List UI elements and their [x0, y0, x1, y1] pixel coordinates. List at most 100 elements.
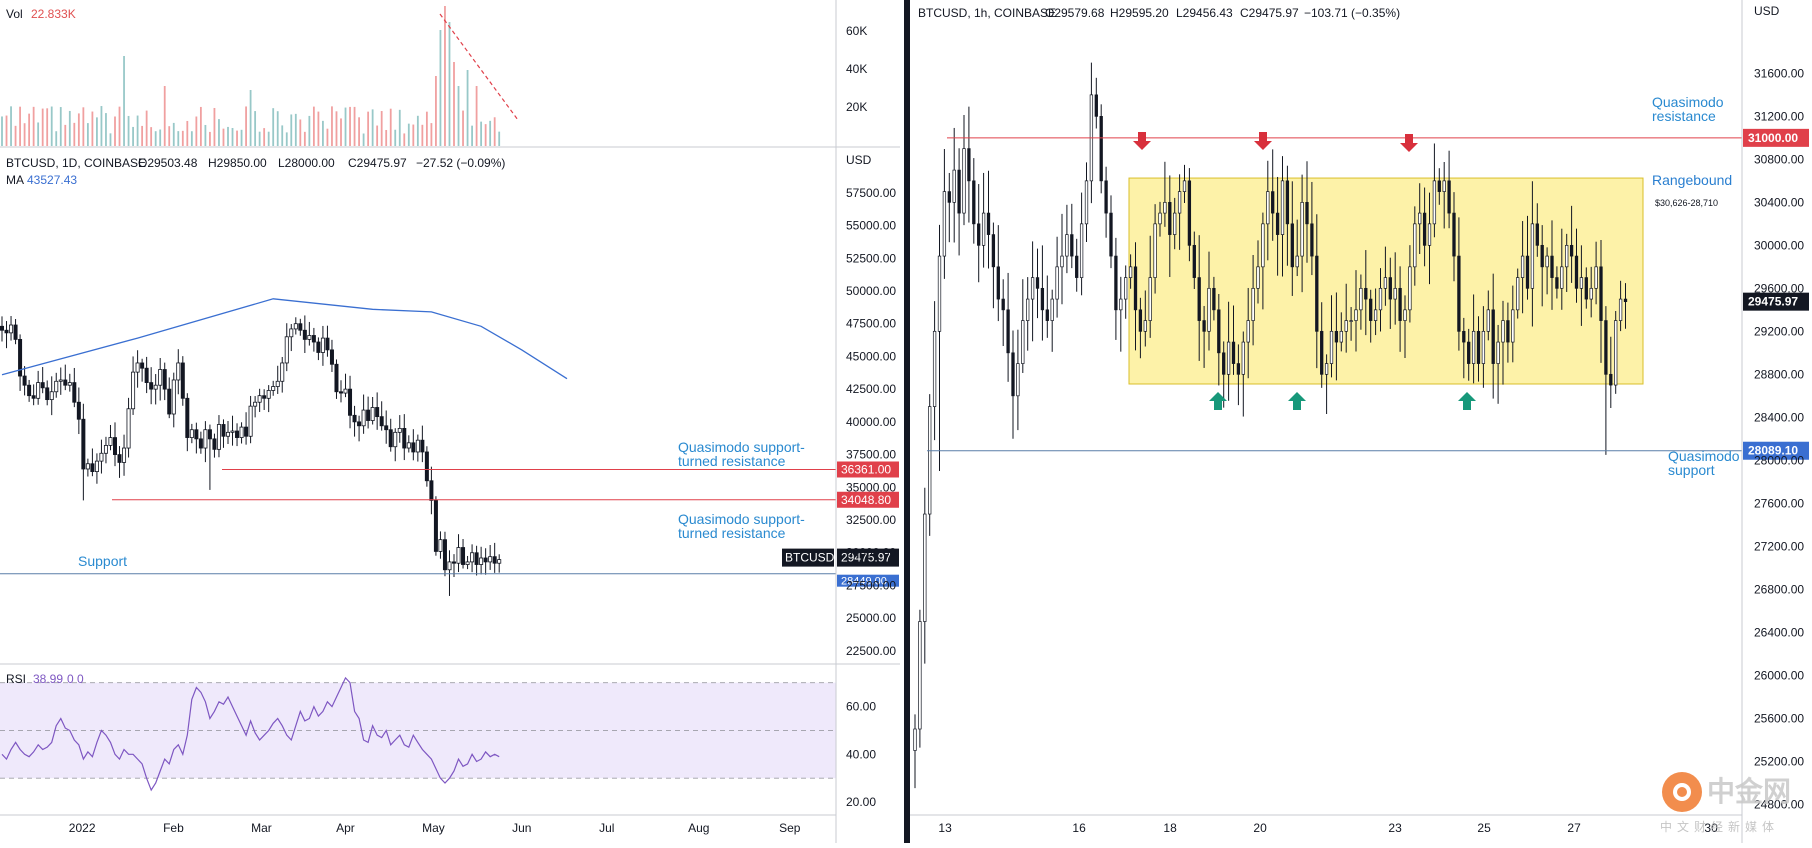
- rsi-y-tick: 60.00: [846, 700, 876, 714]
- hourly-candle: [1222, 352, 1226, 375]
- daily-candle: [180, 362, 185, 399]
- daily-candle: [117, 454, 122, 463]
- daily-candle: [465, 561, 470, 565]
- daily-candle: [9, 324, 14, 334]
- daily-candle: [212, 438, 217, 450]
- daily-candle: [338, 391, 343, 394]
- daily-candle: [149, 382, 154, 390]
- hourly-candle: [1290, 223, 1294, 268]
- volume-bar: [186, 120, 189, 146]
- hourly-candle: [1457, 255, 1461, 332]
- hourly-candle: [1530, 223, 1535, 289]
- range-label: Rangebound: [1652, 172, 1732, 188]
- hourly-candle: [1192, 244, 1196, 278]
- buy-arrow-icon: [1209, 392, 1227, 410]
- volume-bar: [163, 86, 166, 146]
- volume-bar: [86, 123, 89, 146]
- daily-candle: [406, 442, 411, 449]
- hourly-candle: [1452, 212, 1456, 257]
- volume-bars: [1, 6, 501, 146]
- hourly-y-tick: 30400.00: [1754, 195, 1804, 209]
- daily-candle: [131, 371, 136, 410]
- vol-tick-40k: 40K: [846, 62, 867, 76]
- volume-bar: [195, 116, 198, 146]
- price-tag: [837, 548, 899, 567]
- volume-bar: [109, 133, 112, 146]
- daily-candle: [488, 556, 493, 563]
- volume-bar: [493, 117, 496, 146]
- price-tag: [837, 574, 899, 587]
- daily-candle: [248, 405, 253, 437]
- hourly-candle: [1378, 287, 1383, 311]
- daily-candle: [438, 539, 443, 552]
- hourly-candle: [1128, 266, 1133, 278]
- hourly-candle: [1158, 212, 1162, 225]
- hourly-candle: [1359, 287, 1363, 311]
- hourly-currency: USD: [1754, 4, 1780, 18]
- volume-bar: [14, 125, 17, 146]
- daily-candle: [492, 556, 497, 564]
- daily-candle: [325, 337, 330, 351]
- hourly-candle: [1614, 320, 1618, 386]
- daily-candle: [483, 557, 488, 563]
- volume-bar: [398, 109, 401, 146]
- hourly-candle: [1261, 223, 1265, 268]
- daily-candle: [388, 429, 393, 448]
- daily-y-tick: 32500.00: [846, 513, 896, 527]
- hourly-y-tick: 30000.00: [1754, 238, 1804, 252]
- daily-candle: [4, 329, 9, 334]
- volume-bar: [96, 117, 98, 146]
- hourly-candle: [1070, 234, 1074, 257]
- hourly-candle: [1305, 201, 1309, 225]
- hourly-x-tick: 16: [1072, 821, 1086, 835]
- daily-x-tick: May: [422, 821, 445, 835]
- hourly-y-tick: 27600.00: [1754, 496, 1804, 510]
- hourly-x-tick: 18: [1163, 821, 1177, 835]
- volume-bar: [150, 127, 153, 146]
- volume-bar: [41, 108, 44, 146]
- volume-bar: [331, 106, 333, 146]
- hourly-chart-pane[interactable]: 31000.00Quasimodoresistance28089.10Quasi…: [910, 0, 1809, 843]
- hourly-candle: [1050, 298, 1054, 321]
- rsi-y-tick: 40.00: [846, 747, 876, 761]
- hourly-candle: [957, 169, 961, 214]
- hourly-candle: [1084, 180, 1089, 225]
- daily-candle: [257, 395, 262, 403]
- volume-bar: [254, 111, 257, 146]
- daily-candle: [31, 395, 36, 399]
- daily-chart-pane[interactable]: Vol 22.833K 60K 40K 20K 36361.00 Quasimod…: [0, 0, 900, 843]
- pane-separator[interactable]: [904, 0, 910, 843]
- hourly-candle: [1065, 234, 1069, 257]
- hourly-candle: [1599, 266, 1603, 321]
- hourly-y-tick: 31600.00: [1754, 66, 1804, 80]
- volume-bar: [272, 108, 275, 146]
- volume-bar: [385, 129, 388, 146]
- hourly-low: L29456.43: [1176, 6, 1233, 20]
- hourly-candle: [1182, 180, 1187, 192]
- daily-candle: [18, 339, 23, 377]
- daily-candle: [167, 388, 172, 415]
- volume-bar: [231, 127, 234, 146]
- sell-arrow-icon: [1133, 132, 1151, 150]
- daily-candle: [126, 408, 131, 449]
- volume-bar: [227, 126, 229, 146]
- daily-open: O29503.48: [138, 156, 198, 170]
- hourly-candle: [952, 169, 956, 203]
- volume-bar: [213, 107, 216, 146]
- hourly-x-tick: 20: [1253, 821, 1267, 835]
- hourly-candle: [981, 212, 986, 246]
- daily-y-tick: 30000.00: [846, 546, 896, 560]
- daily-candle: [99, 452, 104, 462]
- hourly-candle: [996, 266, 1000, 300]
- hourly-x-tick: 27: [1567, 821, 1581, 835]
- daily-candle: [122, 447, 127, 463]
- volume-bar: [77, 113, 80, 146]
- buy-arrow-icon: [1458, 392, 1476, 410]
- volume-bar: [285, 132, 288, 146]
- hourly-candle: [1187, 180, 1192, 246]
- watermark-brand: 中金网: [1707, 775, 1791, 808]
- hourly-candle: [1030, 277, 1035, 300]
- hourly-candle: [1442, 180, 1446, 192]
- hourly-y-tick: 25600.00: [1754, 711, 1804, 725]
